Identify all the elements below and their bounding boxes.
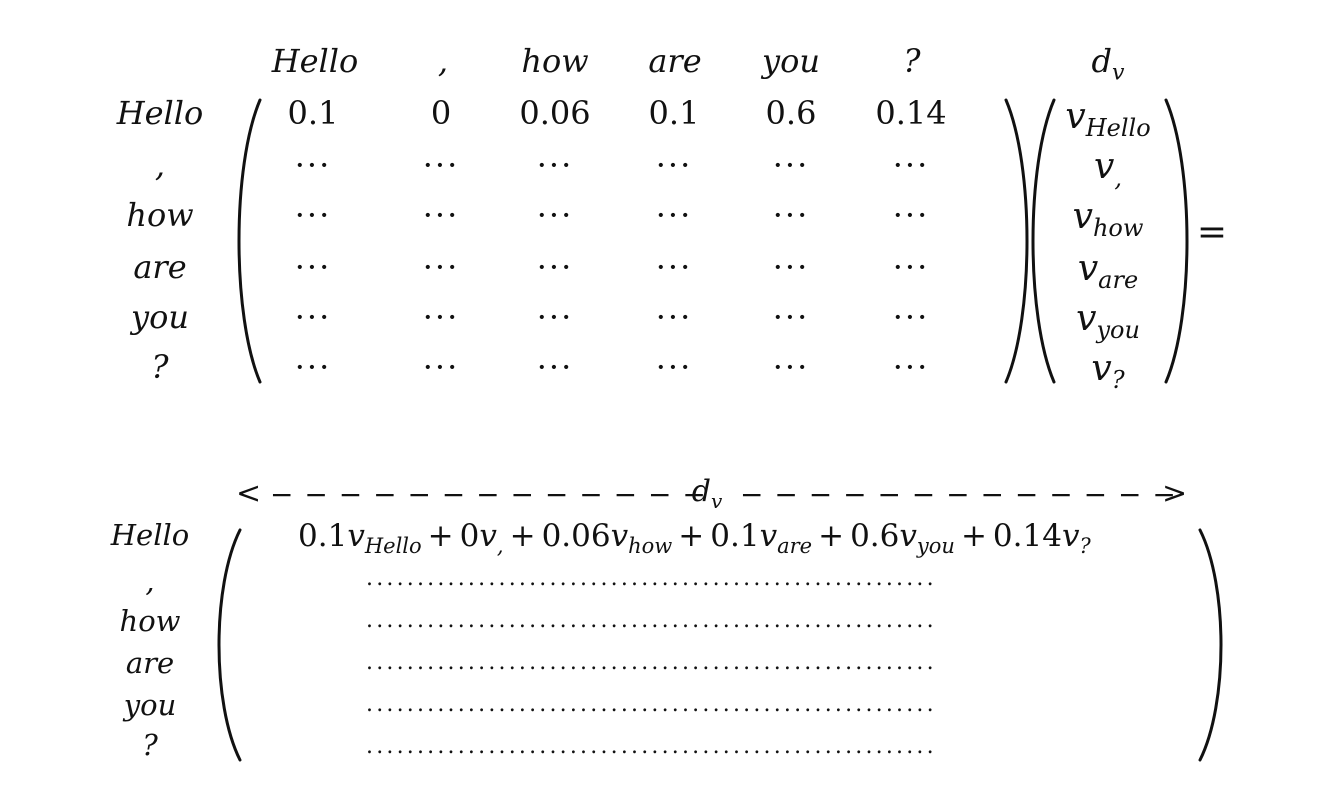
plus-operator: + xyxy=(678,518,705,554)
matrix-ellipsis-cell: ··· xyxy=(536,348,574,386)
column-header-you: you xyxy=(762,42,820,80)
weighted-term: 0.1vHello xyxy=(298,518,422,558)
row-label-question: ? xyxy=(151,348,169,386)
dim-dashes-right: − − − − − − − − − − − − − xyxy=(740,478,1177,511)
matrix-ellipsis-cell: ··· xyxy=(892,146,930,184)
matrix-ellipsis-cell: ··· xyxy=(536,146,574,184)
column-header-hello: Hello xyxy=(271,42,359,80)
matrix-ellipsis-cell: ··· xyxy=(772,248,810,286)
dim-dashes-left: − − − − − − − − − − − − − xyxy=(270,478,707,511)
value-vector-you: vyou xyxy=(1076,298,1140,344)
matrix-ellipsis-cell: ··· xyxy=(422,298,460,336)
matrix-ellipsis-cell: ··· xyxy=(655,248,693,286)
matrix-cell: 0.1 xyxy=(287,94,339,132)
weighted-term: 0.6vyou xyxy=(850,518,955,558)
matrix-ellipsis-cell: ··· xyxy=(422,248,460,286)
matrix-left-paren xyxy=(237,98,262,384)
result-dotted-row: ........................................… xyxy=(366,566,937,591)
matrix-ellipsis-cell: ··· xyxy=(892,298,930,336)
matrix-ellipsis-cell: ··· xyxy=(294,298,332,336)
matrix-ellipsis-cell: ··· xyxy=(655,196,693,234)
matrix-ellipsis-cell: ··· xyxy=(655,348,693,386)
vector-right-paren xyxy=(1164,98,1189,384)
dim-arrow-label: dv xyxy=(691,474,723,513)
weighted-term: 0.14v? xyxy=(992,518,1091,558)
column-header-comma: , xyxy=(437,42,449,80)
matrix-ellipsis-cell: ··· xyxy=(892,348,930,386)
matrix-ellipsis-cell: ··· xyxy=(772,298,810,336)
row-label-hello: Hello xyxy=(116,94,204,132)
column-header-are: are xyxy=(648,42,702,80)
matrix-ellipsis-cell: ··· xyxy=(772,196,810,234)
dim-arrow-left: < xyxy=(236,476,262,511)
result-row-label-comma: , xyxy=(145,564,155,598)
result-row-label-how: how xyxy=(119,604,181,638)
row-label-you: you xyxy=(131,298,189,336)
value-vector-hello: vHello xyxy=(1065,96,1151,142)
result-row-label-question: ? xyxy=(142,728,158,762)
matrix-cell: 0.14 xyxy=(875,94,947,132)
row-label-comma: , xyxy=(154,146,166,184)
matrix-ellipsis-cell: ··· xyxy=(536,298,574,336)
vector-left-paren xyxy=(1031,98,1056,384)
matrix-ellipsis-cell: ··· xyxy=(536,248,574,286)
matrix-ellipsis-cell: ··· xyxy=(772,146,810,184)
matrix-right-paren xyxy=(1004,98,1029,384)
result-right-paren xyxy=(1198,528,1223,762)
matrix-ellipsis-cell: ··· xyxy=(892,196,930,234)
matrix-cell: 0.06 xyxy=(519,94,591,132)
matrix-cell: 0.1 xyxy=(648,94,700,132)
result-left-paren xyxy=(217,528,242,762)
plus-operator: + xyxy=(960,518,987,554)
result-row-label-hello: Hello xyxy=(110,518,190,552)
weighted-term: 0v, xyxy=(459,518,504,558)
matrix-ellipsis-cell: ··· xyxy=(772,348,810,386)
value-vector-are: vare xyxy=(1077,248,1139,294)
result-dotted-row: ........................................… xyxy=(366,734,937,759)
matrix-ellipsis-cell: ··· xyxy=(294,348,332,386)
result-dotted-row: ........................................… xyxy=(366,692,937,717)
row-label-are: are xyxy=(133,248,187,286)
result-row-label-are: are xyxy=(125,646,175,680)
equals-sign: = xyxy=(1196,212,1228,253)
matrix-ellipsis-cell: ··· xyxy=(294,146,332,184)
value-dim-header: dv xyxy=(1091,42,1125,86)
result-dotted-row: ........................................… xyxy=(366,650,937,675)
value-vector-comma: v, xyxy=(1094,146,1122,192)
weighted-term: 0.06vhow xyxy=(541,518,673,558)
matrix-cell: 0.6 xyxy=(765,94,817,132)
result-dotted-row: ........................................… xyxy=(366,608,937,633)
value-vector-how: vhow xyxy=(1072,196,1144,242)
matrix-ellipsis-cell: ··· xyxy=(655,146,693,184)
result-row-label-you: you xyxy=(123,688,177,722)
matrix-ellipsis-cell: ··· xyxy=(294,248,332,286)
column-header-question: ? xyxy=(903,42,921,80)
matrix-ellipsis-cell: ··· xyxy=(422,146,460,184)
matrix-cell: 0 xyxy=(430,94,452,132)
value-vector-question: v? xyxy=(1091,348,1125,394)
matrix-ellipsis-cell: ··· xyxy=(892,248,930,286)
plus-operator: + xyxy=(818,518,845,554)
plus-operator: + xyxy=(427,518,454,554)
dim-arrow-right: > xyxy=(1162,476,1188,511)
matrix-ellipsis-cell: ··· xyxy=(536,196,574,234)
matrix-ellipsis-cell: ··· xyxy=(655,298,693,336)
row-label-how: how xyxy=(126,196,194,234)
plus-operator: + xyxy=(509,518,536,554)
column-header-how: how xyxy=(521,42,589,80)
weighted-term: 0.1vare xyxy=(710,518,813,558)
matrix-ellipsis-cell: ··· xyxy=(422,348,460,386)
matrix-ellipsis-cell: ··· xyxy=(422,196,460,234)
weighted-sum-row-hello: 0.1vHello +0v, +0.06vhow +0.1vare +0.6vyou +0… xyxy=(298,518,1091,558)
matrix-ellipsis-cell: ··· xyxy=(294,196,332,234)
